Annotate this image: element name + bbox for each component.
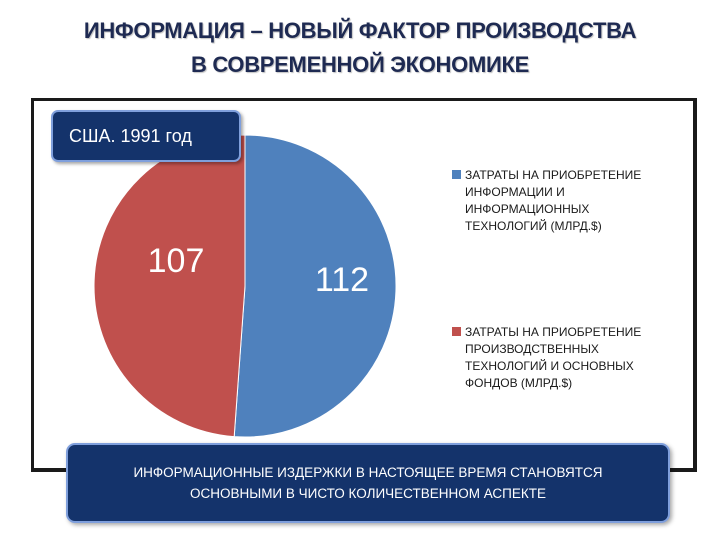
legend-item-production-costs: ЗАТРАТЫ НА ПРИОБРЕТЕНИЕ ПРОИЗВОДСТВЕННЫХ…: [452, 324, 682, 392]
legend-line: ТЕХНОЛОГИЙ (МЛРД.$): [465, 219, 602, 233]
legend-label: ЗАТРАТЫ НА ПРИОБРЕТЕНИЕ ПРОИЗВОДСТВЕННЫХ…: [452, 324, 682, 392]
pie-slice: [233, 134, 397, 438]
conclusion-line-2: ОСНОВНЫМИ В ЧИСТО КОЛИЧЕСТВЕННОМ АСПЕКТЕ: [189, 486, 546, 501]
legend-item-it-costs: ЗАТРАТЫ НА ПРИОБРЕТЕНИЕ ИНФОРМАЦИИ И ИНФ…: [452, 167, 682, 235]
pie-slice-labels: 112 107: [148, 242, 369, 299]
conclusion-box: ИНФОРМАЦИОННЫЕ ИЗДЕРЖКИ В НАСТОЯЩЕЕ ВРЕМ…: [66, 443, 670, 523]
legend-label: ЗАТРАТЫ НА ПРИОБРЕТЕНИЕ ИНФОРМАЦИИ И ИНФ…: [452, 167, 682, 235]
pie-slice-label: 107: [148, 242, 205, 280]
legend-line: ФОНДОВ (МЛРД.$): [465, 376, 573, 390]
pie-slice-label: 112: [315, 261, 369, 299]
page-title: ИНФОРМАЦИЯ – НОВЫЙ ФАКТОР ПРОИЗВОДСТВА В…: [0, 14, 720, 82]
legend-line: ИНФОРМАЦИИ И: [465, 185, 565, 199]
legend-line: ЗАТРАТЫ НА ПРИОБРЕТЕНИЕ: [465, 325, 642, 339]
chart-title-box: США. 1991 год: [51, 110, 241, 162]
legend-swatch-red: [452, 327, 461, 336]
legend-line: ИНФОРМАЦИОННЫХ: [465, 202, 590, 216]
pie-slices: [93, 134, 397, 438]
title-line-1: ИНФОРМАЦИЯ – НОВЫЙ ФАКТОР ПРОИЗВОДСТВА: [83, 18, 637, 43]
legend-swatch-blue: [452, 170, 461, 179]
pie-slice: [93, 134, 246, 438]
conclusion-line-1: ИНФОРМАЦИОННЫЕ ИЗДЕРЖКИ В НАСТОЯЩЕЕ ВРЕМ…: [133, 465, 603, 480]
legend-line: ПРОИЗВОДСТВЕННЫХ: [465, 342, 599, 356]
chart-title: США. 1991 год: [69, 126, 192, 146]
legend-line: ЗАТРАТЫ НА ПРИОБРЕТЕНИЕ: [465, 168, 642, 182]
title-line-2: В СОВРЕМЕННОЙ ЭКОНОМИКЕ: [190, 52, 530, 77]
legend-line: ТЕХНОЛОГИЙ И ОСНОВНЫХ: [465, 359, 634, 373]
